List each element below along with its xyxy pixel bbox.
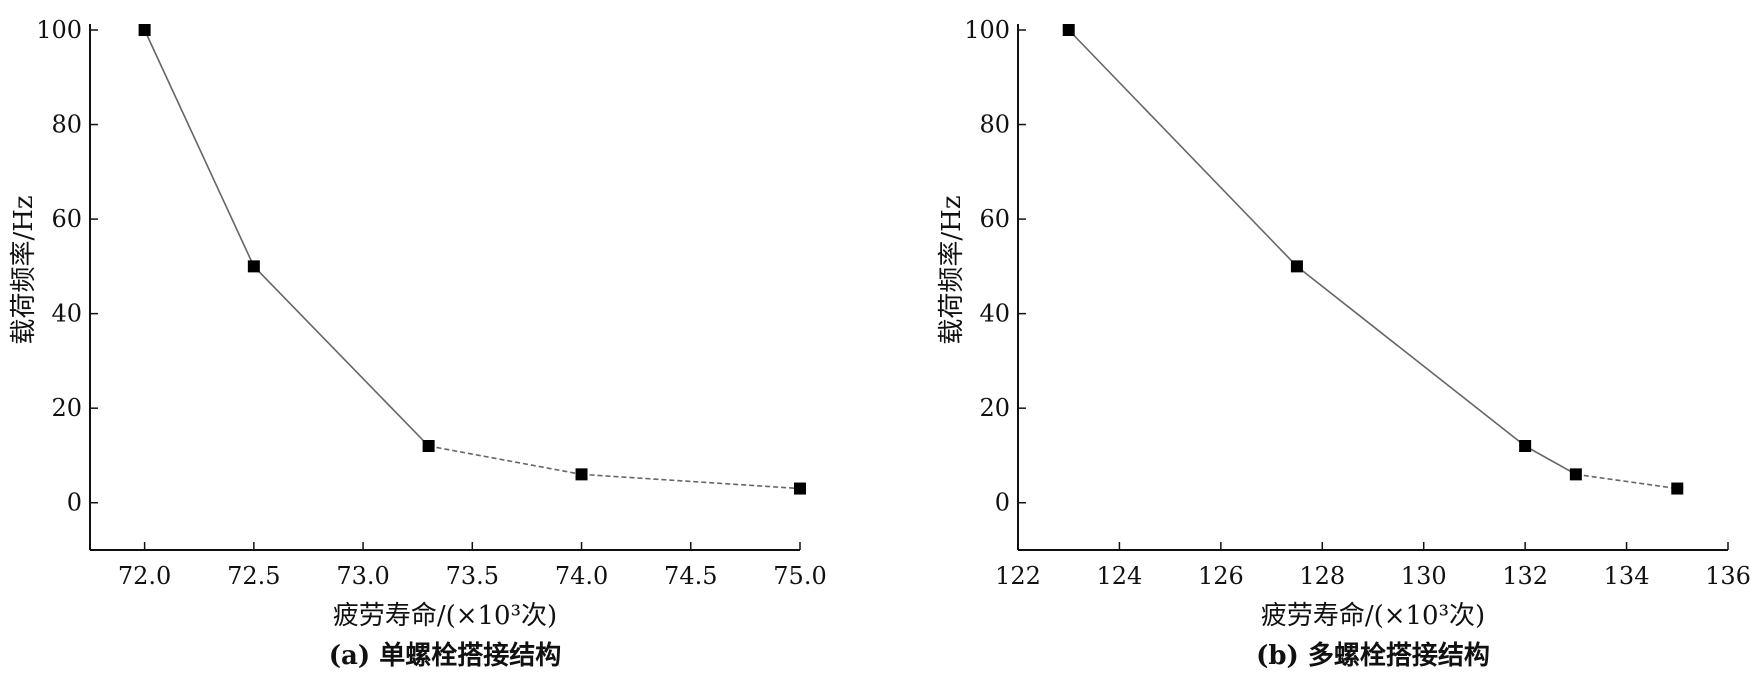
x-tick-label-a: 74.0	[555, 562, 608, 590]
chart-a: 0 20 40 60 80 100 72.0 72.5 73.0 73.5 74.0 74.5 75.0…	[9, 16, 827, 671]
y-tick-label-b: 0	[995, 489, 1010, 517]
series-line-segment-b	[1524, 445, 1577, 476]
series-line-segment-b	[1068, 29, 1298, 267]
x-tick-label-b: 130	[1401, 562, 1447, 590]
data-point-marker-b	[1290, 260, 1303, 273]
y-tick-label-a: 60	[51, 205, 82, 233]
y-tick-label-a: 100	[36, 16, 82, 44]
x-axis-title-b: 疲劳寿命/(×10³次)	[1261, 601, 1485, 631]
data-point-marker-b	[1062, 24, 1075, 36]
data-point-marker-a	[575, 468, 588, 481]
x-tick-label-b: 126	[1198, 562, 1244, 590]
x-tick-label-b: 124	[1097, 562, 1143, 590]
data-point-marker-b	[1671, 482, 1684, 495]
data-point-marker-a	[422, 440, 435, 452]
data-point-marker-a	[247, 260, 260, 273]
y-tick-label-b: 20	[979, 394, 1010, 422]
series-line-segment-a	[143, 29, 255, 267]
series-line-segment-a	[428, 445, 582, 476]
data-point-marker-a	[794, 482, 806, 495]
x-tick-label-b: 122	[995, 562, 1041, 590]
y-tick-label-b: 60	[979, 205, 1010, 233]
x-tick-label-a: 74.5	[664, 562, 717, 590]
chart-b: 0 20 40 60 80 100 122 124 126 128 130 132 134 136 疲劳寿命…	[937, 16, 1751, 671]
x-tick-label-a: 73.0	[336, 562, 389, 590]
subfigure-caption-b: (b) 多螺栓搭接结构	[1256, 641, 1490, 671]
x-tick-label-b: 132	[1502, 562, 1548, 590]
subfigure-caption-a: (a) 单螺栓搭接结构	[329, 641, 562, 671]
x-axis-title-a: 疲劳寿命/(×10³次)	[333, 601, 557, 631]
x-tick-label-b: 136	[1705, 562, 1751, 590]
x-tick-label-a: 75.0	[773, 562, 826, 590]
series-line-segment-a	[253, 265, 430, 447]
y-tick-label-b: 80	[979, 111, 1010, 139]
data-point-marker-a	[138, 24, 151, 36]
y-tick-label-b: 40	[979, 300, 1010, 328]
data-point-marker-b	[1519, 440, 1532, 452]
y-axis-title-b: 载荷频率/Hz	[937, 195, 967, 344]
x-tick-label-a: 73.5	[446, 562, 499, 590]
x-tick-label-a: 72.0	[118, 562, 171, 590]
series-line-segment-b	[1296, 265, 1526, 447]
x-tick-label-b: 128	[1299, 562, 1345, 590]
y-tick-label-a: 80	[51, 111, 82, 139]
y-tick-label-b: 100	[964, 16, 1010, 44]
data-point-marker-b	[1569, 468, 1582, 481]
y-tick-label-a: 20	[51, 394, 82, 422]
series-line-segment-b	[1575, 473, 1678, 490]
y-tick-label-a: 40	[51, 300, 82, 328]
x-tick-label-b: 134	[1604, 562, 1650, 590]
y-tick-label-a: 0	[67, 489, 82, 517]
y-axis-title-a: 载荷频率/Hz	[9, 195, 39, 344]
x-tick-label-a: 72.5	[227, 562, 280, 590]
series-line-segment-a	[581, 473, 801, 490]
